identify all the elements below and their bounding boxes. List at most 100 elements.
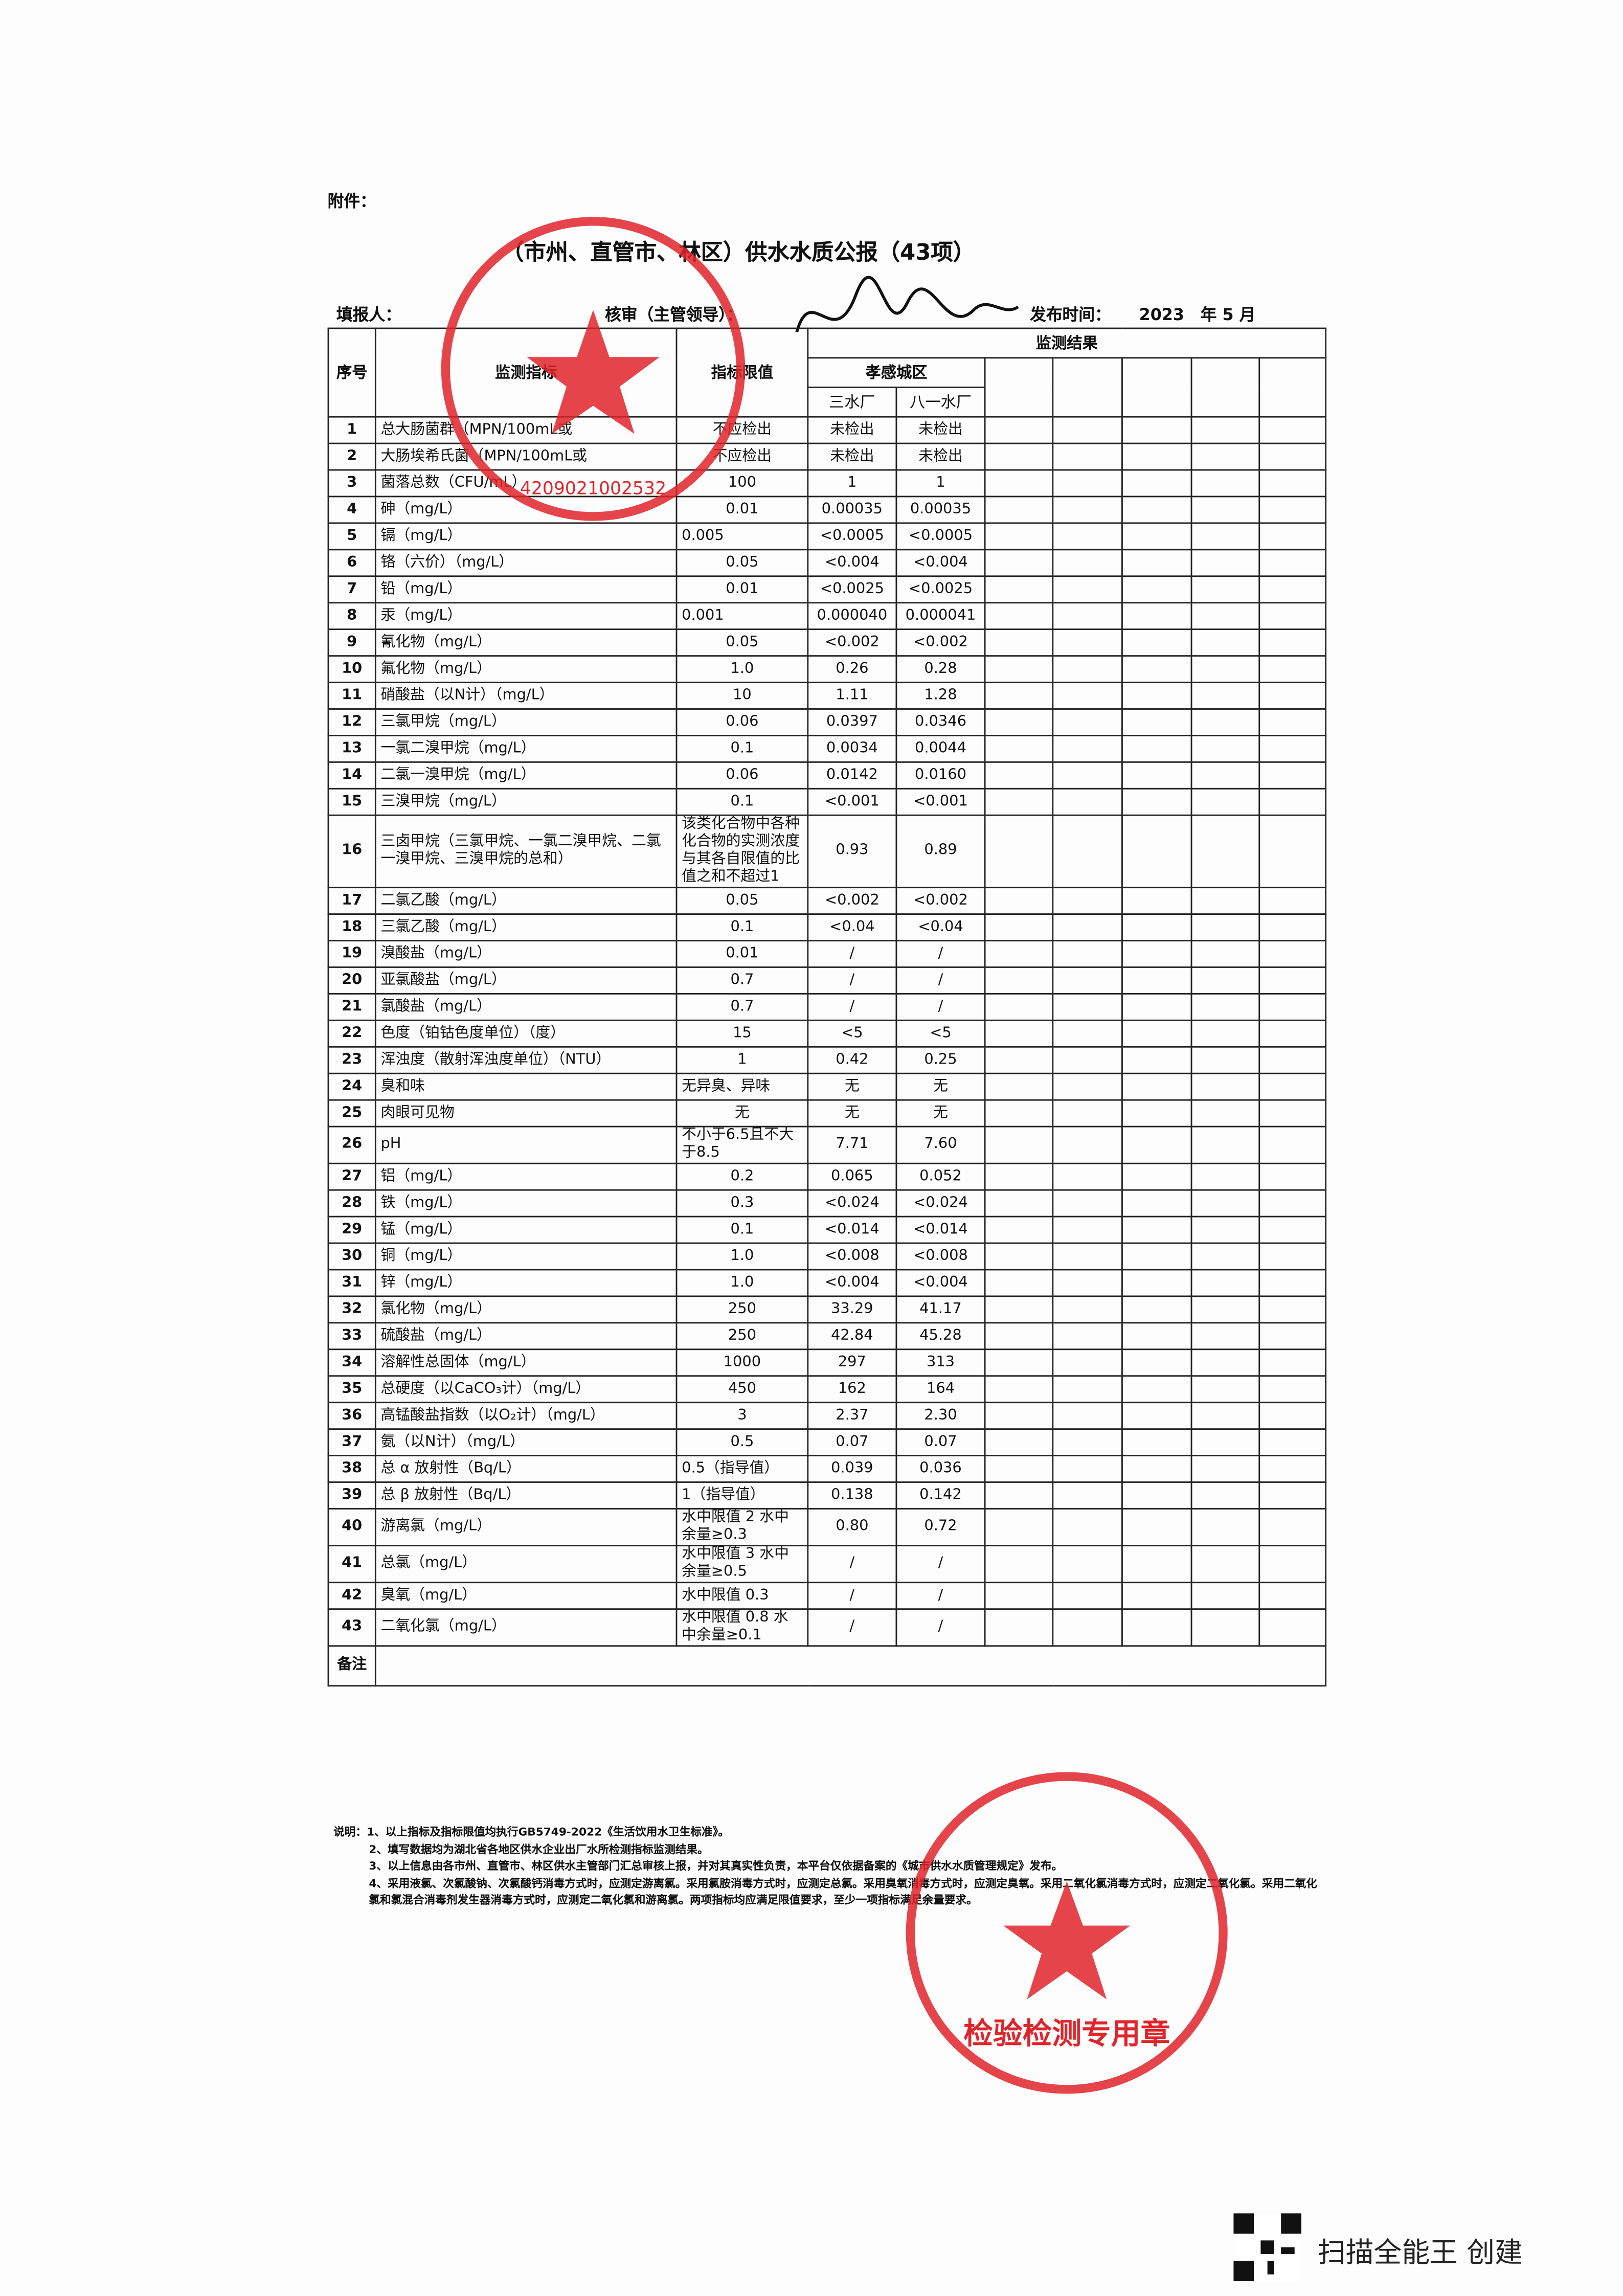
empty-cell xyxy=(984,1348,1054,1377)
result-plant1: 297 xyxy=(807,1348,897,1377)
result-plant1: 1 xyxy=(807,469,897,498)
empty-cell xyxy=(1190,1608,1260,1647)
empty-cell xyxy=(984,966,1054,995)
empty-cell xyxy=(1190,814,1260,889)
empty-cell xyxy=(1190,628,1260,657)
empty-cell xyxy=(1258,549,1327,577)
empty-cell xyxy=(1258,1481,1327,1510)
row-number: 8 xyxy=(327,602,376,631)
result-plant2: 0.25 xyxy=(895,1046,986,1074)
empty-cell xyxy=(984,1375,1054,1404)
result-plant2: <0.024 xyxy=(895,1189,986,1218)
result-plant1: <0.04 xyxy=(807,913,897,941)
result-plant1: 0.07 xyxy=(807,1428,897,1456)
empty-cell xyxy=(984,1295,1054,1324)
empty-cell xyxy=(1121,1402,1192,1430)
empty-cell xyxy=(1258,1455,1327,1483)
empty-cell xyxy=(1258,708,1327,736)
table-row: 12 三氯甲烷（mg/L） 0.06 0.0397 0.0346 xyxy=(327,708,1327,736)
empty-cell xyxy=(1052,1072,1123,1101)
result-plant1: 0.42 xyxy=(807,1046,897,1074)
indicator: 溶解性总固体（mg/L） xyxy=(374,1348,678,1377)
empty-cell xyxy=(1121,1126,1192,1164)
empty-cell xyxy=(1121,1046,1192,1074)
empty-cell xyxy=(1190,549,1260,577)
limit: 水中限值 2 水中余量≥0.3 xyxy=(675,1507,809,1547)
empty-cell xyxy=(984,522,1054,551)
row-number: 39 xyxy=(327,1481,376,1510)
table-row: 33 硫酸盐（mg/L） 250 42.84 45.28 xyxy=(327,1322,1327,1350)
empty-cell xyxy=(1121,1162,1192,1191)
indicator: 浑浊度（散射浑浊度单位）（NTU） xyxy=(374,1046,678,1074)
limit: 无异臭、异味 xyxy=(675,1072,809,1101)
row-number: 37 xyxy=(327,1428,376,1456)
row-number: 4 xyxy=(327,496,376,524)
empty-cell xyxy=(1190,787,1260,816)
empty-cell xyxy=(1052,913,1123,941)
empty-cell xyxy=(1121,1375,1192,1404)
result-plant2: 7.60 xyxy=(895,1126,986,1164)
limit: 0.2 xyxy=(675,1162,809,1191)
stamp-number: 4209021002532 xyxy=(520,479,666,499)
row-number: 28 xyxy=(327,1189,376,1218)
empty-cell xyxy=(1052,655,1123,683)
indicator: 溴酸盐（mg/L） xyxy=(374,940,678,968)
result-plant2: / xyxy=(895,1582,986,1610)
empty-cell xyxy=(1190,1162,1260,1191)
row-number: 35 xyxy=(327,1375,376,1404)
result-plant1: 0.065 xyxy=(807,1162,897,1191)
qr-code xyxy=(1233,2213,1302,2281)
indicator: 三溴甲烷（mg/L） xyxy=(374,787,678,816)
result-plant1: / xyxy=(807,1545,897,1584)
indicator: 三卤甲烷（三氯甲烷、一氯二溴甲烷、二氯一溴甲烷、三溴甲烷的总和） xyxy=(374,814,678,889)
empty-cell xyxy=(1190,416,1260,444)
table-row: 40 游离氯（mg/L） 水中限值 2 水中余量≥0.3 0.80 0.72 xyxy=(327,1507,1327,1547)
empty-cell xyxy=(1190,1545,1260,1584)
table-row: 22 色度（铂钴色度单位）（度） 15 <5 <5 xyxy=(327,1019,1327,1048)
empty-cell xyxy=(1121,1481,1192,1510)
note-line: 2、填写数据均为湖北省各地区供水企业出厂水所检测指标监测结果。 xyxy=(369,1842,709,1856)
limit: 250 xyxy=(675,1295,809,1324)
row-number: 34 xyxy=(327,1348,376,1377)
table-row: 23 浑浊度（散射浑浊度单位）（NTU） 1 0.42 0.25 xyxy=(327,1046,1327,1074)
empty-cell xyxy=(984,442,1054,471)
empty-cell xyxy=(1190,1126,1260,1164)
result-plant2: 1.28 xyxy=(895,682,986,710)
empty-cell xyxy=(1121,1348,1192,1377)
empty-cell xyxy=(1121,1295,1192,1324)
table-row: 36 高锰酸盐指数（以O₂计）（mg/L） 3 2.37 2.30 xyxy=(327,1402,1327,1430)
empty-cell xyxy=(1258,993,1327,1021)
limit: 0.7 xyxy=(675,966,809,995)
result-plant2: 41.17 xyxy=(895,1295,986,1324)
indicator: 氨（以N计）（mg/L） xyxy=(374,1428,678,1456)
empty-cell xyxy=(1121,993,1192,1021)
result-plant1: 0.0142 xyxy=(807,761,897,790)
limit: 0.05 xyxy=(675,628,809,657)
row-number: 24 xyxy=(327,1072,376,1101)
row-number: 32 xyxy=(327,1295,376,1324)
table-row: 15 三溴甲烷（mg/L） 0.1 <0.001 <0.001 xyxy=(327,787,1327,816)
empty-cell xyxy=(1190,1322,1260,1350)
empty-cell xyxy=(1052,1322,1123,1350)
result-plant1: / xyxy=(807,993,897,1021)
empty-cell xyxy=(984,1242,1054,1271)
row-number: 20 xyxy=(327,966,376,995)
empty-cell xyxy=(1190,1507,1260,1547)
table-row: 35 总硬度（以CaCO₃计）（mg/L） 450 162 164 xyxy=(327,1375,1327,1404)
empty-cell xyxy=(1258,734,1327,763)
limit: 1.0 xyxy=(675,1242,809,1271)
result-plant1: 7.71 xyxy=(807,1126,897,1164)
empty-cell xyxy=(1052,1099,1123,1128)
table-row: 31 锌（mg/L） 1.0 <0.004 <0.004 xyxy=(327,1269,1327,1297)
empty-cell xyxy=(1258,522,1327,551)
row-number: 2 xyxy=(327,442,376,471)
empty-cell xyxy=(1052,1608,1123,1647)
empty-cell xyxy=(984,940,1054,968)
empty-cell xyxy=(984,1402,1054,1430)
limit: 0.01 xyxy=(675,940,809,968)
indicator: 一氯二溴甲烷（mg/L） xyxy=(374,734,678,763)
row-number: 23 xyxy=(327,1046,376,1074)
result-plant1: / xyxy=(807,1608,897,1647)
indicator: 铝（mg/L） xyxy=(374,1162,678,1191)
row-number: 12 xyxy=(327,708,376,736)
